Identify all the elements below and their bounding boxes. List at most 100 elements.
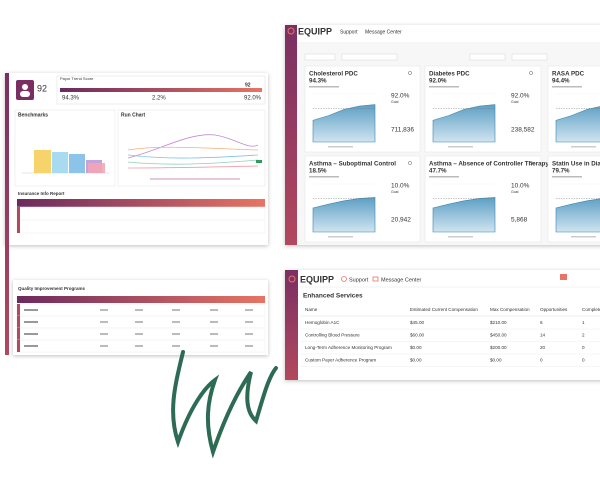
table-cell: $45.00 [410,320,424,325]
nav-link[interactable]: Message Center [381,277,422,283]
table-header: Name [305,307,318,312]
area-chart [555,198,600,233]
cards: Cholesterol PDC94.3%92.0%Goal711,836Diab… [304,65,600,243]
message-icon [372,276,379,282]
benchmarks-title: Benchmarks [18,112,48,118]
table-cell: 0 [582,358,585,363]
card-title: Asthma – Absence of Controller Therapy [429,161,549,168]
table-cell: 6 [540,320,543,325]
table-header: Estimated Current Compensation [410,307,478,312]
dashboard-panel: EQUIPP Support Message Center Cholestero… [285,25,600,245]
support-icon [341,276,347,282]
report-marker [17,207,20,233]
count: 238,582 [511,127,535,134]
run-badge [256,160,262,163]
goal-value: 10.0% [511,183,530,190]
goal-label: Goal [391,100,399,104]
services-title: Enhanced Services [303,293,363,300]
table-cell: $60.00 [410,333,424,338]
benchmarks-bars [22,150,110,174]
programs-header [17,296,265,303]
program-text [24,321,38,323]
area-chart [312,104,376,143]
nav-link[interactable]: Support [349,277,369,283]
chart-legend [448,146,473,148]
stat: 92.0% [244,96,262,102]
program-cell [210,345,218,347]
scribble [171,350,278,459]
table-cell: $450.00 [490,333,507,338]
area-chart [432,197,496,233]
table-cell: 0 [582,345,585,350]
card-value: 94.3% [309,78,327,85]
program-cell [245,333,253,335]
area-chart [555,106,600,143]
card-sub [309,176,339,178]
run-lines [127,134,259,169]
run-line [127,134,259,159]
metric-card[interactable]: Statin Use in Diabetes79.7% [547,155,600,243]
program-marker [17,328,20,340]
side-strip [5,73,9,355]
table-cell: $0.00 [490,358,502,363]
card-value: 47.7% [429,168,447,175]
card-sub [552,176,582,178]
info-icon [529,71,533,75]
logo: EQUIPP [300,274,334,284]
table-cell: 14 [540,333,546,338]
services-table: Name Estimated Current Compensation Max Co… [300,307,600,367]
metric-card[interactable]: Asthma – Absence of Controller Therapy47… [424,155,549,243]
programs-rows [16,303,266,353]
table-cell: $0.00 [410,358,422,363]
avatar-body [20,91,30,97]
area-chart [312,197,376,233]
run-line [127,165,259,169]
table-cell: 2 [582,333,585,338]
filter[interactable] [511,53,548,61]
trend-bar [60,88,262,92]
stat: 94.3% [62,96,80,102]
nav-link[interactable]: Support [340,29,358,35]
report-row [16,206,266,221]
chart-legend [571,146,596,148]
logo-mark [287,27,295,35]
programs-title: Quality Improvement Programs [18,286,86,291]
bar [34,150,51,173]
bar [88,163,105,173]
table-cell: Long-Term Adherence Monitoring Program [305,345,392,350]
run-line [127,159,259,165]
top-bar [297,25,600,42]
card-value: 94.4% [552,78,570,85]
table-cell: 0 [540,358,543,363]
avatar-head [22,84,28,90]
report-header [17,199,265,207]
stat: 2.2% [152,96,166,102]
filter[interactable] [304,53,336,61]
card-title: RASA PDC [552,71,585,78]
count: 20,942 [391,217,411,224]
goal-label: Goal [511,100,519,104]
filter[interactable] [341,53,398,61]
nav-link[interactable]: Message Center [365,29,402,35]
services-panel: EQUIPP Support Message Center Enhanced S… [285,270,600,380]
goal-label: Goal [391,190,399,194]
card-value: 79.7% [552,168,570,175]
card-title: Cholesterol PDC [309,71,358,78]
table-cell: $210.00 [490,320,507,325]
percentile: 92 [37,83,47,93]
program-marker [17,340,20,352]
panel-bg [285,270,600,380]
table-cell: Controlling Blood Pressure [305,333,360,338]
chart-legend [571,236,596,238]
table-cell: $200.00 [490,345,507,350]
filter[interactable] [469,53,506,61]
program-cell [210,321,218,323]
print-icon[interactable] [560,274,567,280]
program-cell [100,345,108,347]
area-chart [432,104,496,143]
